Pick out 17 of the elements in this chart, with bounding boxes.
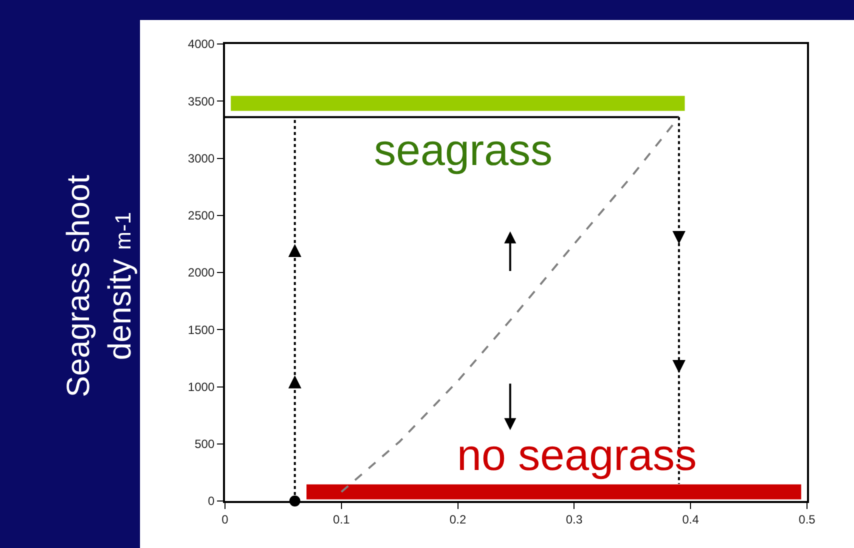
y-tick-label: 2500: [188, 208, 215, 223]
x-tick-label: 0.1: [333, 512, 350, 526]
x-tick-label: 0.5: [798, 512, 816, 526]
y-tick-label: 500: [194, 437, 215, 452]
annotation: no seagrass: [457, 431, 697, 480]
y-tick-label: 1000: [188, 380, 215, 394]
y-tick-label: 0: [208, 494, 215, 508]
annotation: seagrass: [374, 126, 553, 175]
y-tick-label: 3500: [188, 94, 215, 108]
y-tick-label: 2000: [188, 266, 215, 280]
x-tick-label: 0.4: [682, 512, 700, 526]
x-tick-label: 0.3: [566, 512, 583, 526]
x-tick-label: 0.2: [449, 512, 466, 526]
y-tick-label: 3000: [188, 151, 215, 166]
y-tick-label: 4000: [188, 37, 215, 52]
x-tick-label: 0: [222, 512, 229, 526]
y-tick-label: 1500: [188, 322, 215, 337]
